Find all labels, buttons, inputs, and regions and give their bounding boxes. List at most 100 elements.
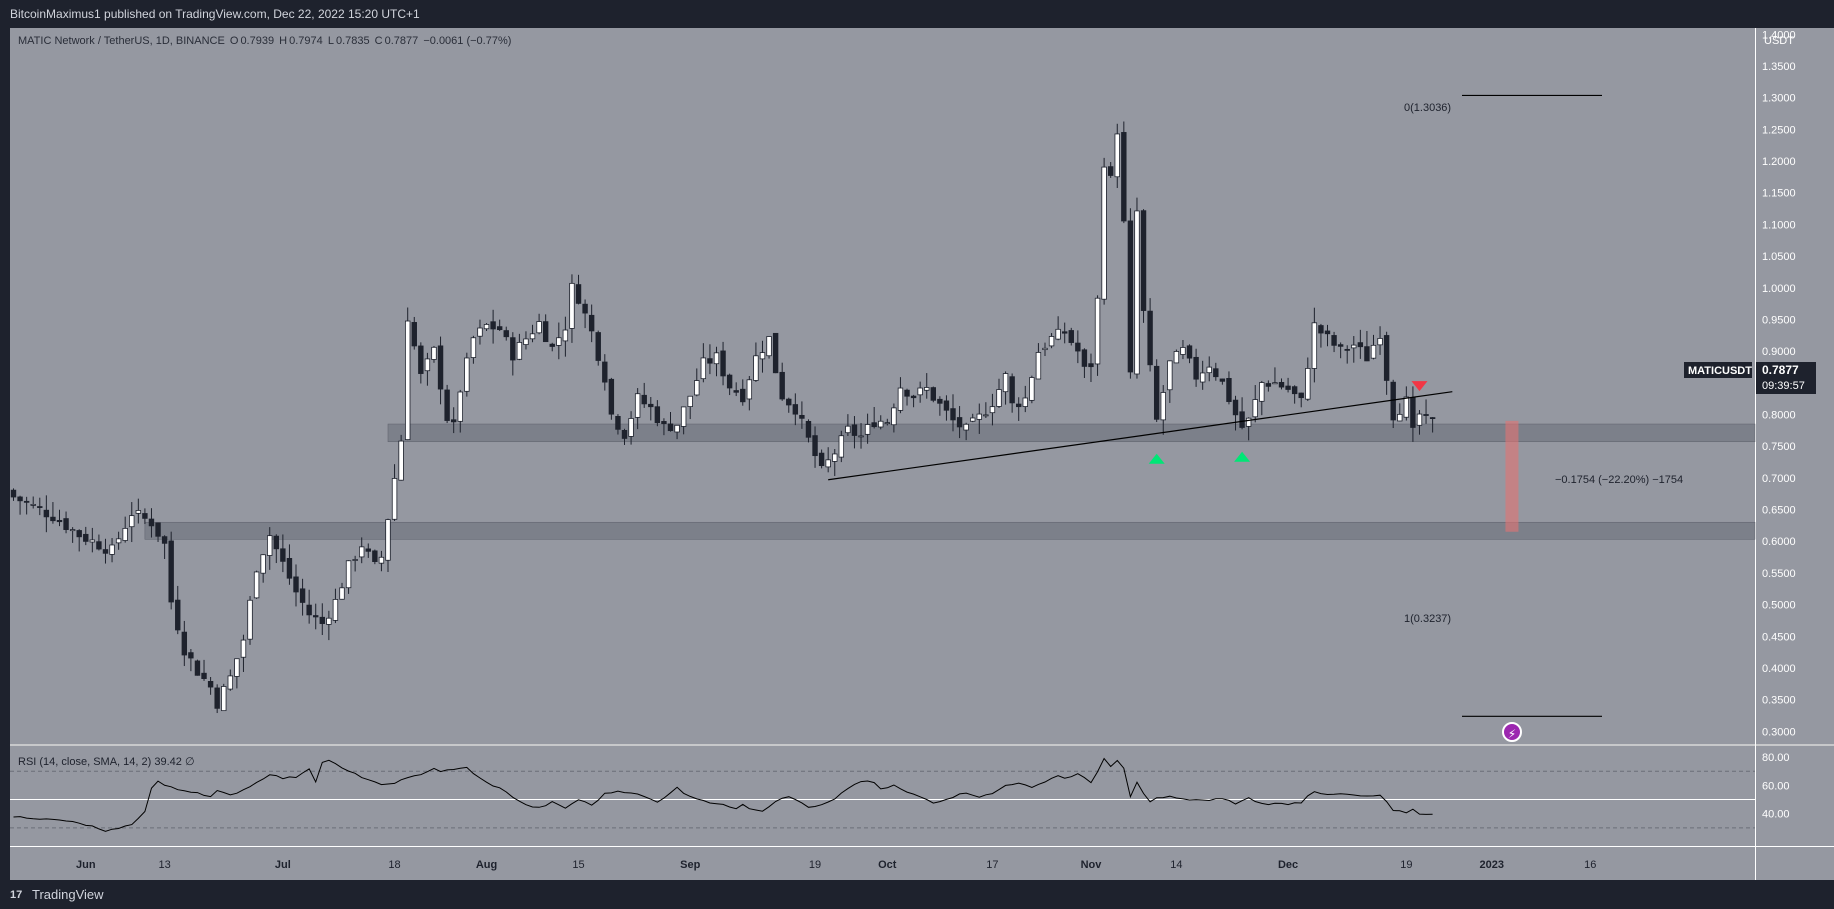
- lightning-icon[interactable]: ⚡: [1502, 722, 1522, 742]
- time-tick-label: 17: [986, 859, 998, 871]
- price-tick-label: 1.1500: [1762, 188, 1796, 200]
- candle-body: [1048, 336, 1055, 347]
- candle-body: [1009, 376, 1015, 404]
- support-trendline: [828, 391, 1453, 481]
- candle-body: [89, 539, 96, 543]
- price-tick-label: 0.6000: [1762, 536, 1796, 548]
- rsi-legend-value: 39.42: [154, 756, 182, 768]
- candle-body: [1081, 349, 1088, 367]
- rsi-tick-label: 80.00: [1762, 752, 1790, 764]
- chart-frame[interactable]: USDT 1.4000 1.3500 1.3000 1.2500 1.2000 1.150…: [10, 28, 1834, 880]
- candle-body: [1397, 413, 1403, 422]
- candle-body: [963, 423, 969, 431]
- time-axis-bg: [10, 846, 1755, 880]
- candle-body: [1318, 325, 1324, 334]
- candle-body: [1364, 346, 1370, 362]
- candle-body: [490, 321, 496, 330]
- fib-top-label: 0(1.3036): [1404, 102, 1451, 114]
- candle-body: [1035, 352, 1042, 380]
- candle-body: [1272, 382, 1278, 385]
- candle-body: [680, 406, 687, 427]
- candle-body: [477, 327, 483, 337]
- rsi-tick-label: 60.00: [1762, 780, 1790, 792]
- price-pane-bg: [10, 28, 1755, 744]
- candle-body: [109, 544, 115, 555]
- candle-body: [306, 604, 312, 616]
- candle-body: [924, 387, 930, 391]
- candle-body: [851, 424, 858, 436]
- candle-body: [1002, 373, 1009, 393]
- candle-body: [437, 345, 444, 390]
- candle-body: [818, 452, 825, 467]
- candle-body: [1173, 351, 1180, 364]
- candle-body: [700, 357, 707, 380]
- rsi-legend-text: RSI (14, close, SMA, 14, 2): [18, 756, 152, 768]
- time-tick-label: Jun: [76, 859, 96, 871]
- candles: [10, 121, 1436, 714]
- candle-body: [825, 459, 831, 468]
- candle-body: [313, 615, 319, 618]
- price-tick-label: 1.3500: [1762, 61, 1796, 73]
- candle-body: [1351, 344, 1357, 349]
- candle-body: [326, 617, 332, 625]
- candle-body: [1029, 377, 1035, 401]
- time-tick-label: 13: [158, 859, 170, 871]
- candle-body: [207, 681, 214, 688]
- candle-body: [240, 639, 247, 658]
- candle-body: [464, 357, 470, 392]
- candle-body: [135, 510, 142, 514]
- candle-body: [404, 320, 411, 441]
- time-tick-label: 16: [1584, 859, 1596, 871]
- candle-body: [516, 342, 523, 360]
- candle-body: [1416, 413, 1423, 426]
- candle-body: [431, 346, 437, 360]
- candle-body: [17, 496, 23, 502]
- candle-body: [1337, 344, 1344, 347]
- price-tick-label: 1.2500: [1762, 124, 1796, 136]
- candle-body: [1193, 356, 1199, 380]
- candle-body: [1377, 338, 1383, 346]
- price-tick-label: 1.4000: [1762, 29, 1796, 41]
- candle-body: [976, 413, 982, 420]
- candle-body: [1088, 363, 1094, 368]
- candle-body: [161, 536, 168, 544]
- candle-body: [1107, 166, 1114, 176]
- price-tick-label: 0.3000: [1762, 726, 1796, 738]
- candle-body: [1140, 210, 1147, 311]
- candle-body: [713, 352, 720, 365]
- chart-canvas[interactable]: USDT 1.4000 1.3500 1.3000 1.2500 1.2000 1.150…: [10, 28, 1834, 880]
- candle-body: [871, 422, 877, 428]
- price-tick-label: 1.3000: [1762, 93, 1796, 105]
- candle-body: [194, 660, 201, 676]
- time-tick-label: Dec: [1278, 859, 1298, 871]
- footer-bar: 17 TradingView: [0, 880, 1834, 909]
- candle-body: [247, 599, 253, 640]
- candle-body: [352, 559, 358, 561]
- candle-body: [1160, 392, 1166, 421]
- price-badge-symbol-bg: [1684, 362, 1752, 378]
- time-tick-label: 2023: [1480, 859, 1504, 871]
- candle-body: [168, 540, 174, 603]
- candle-body: [1147, 310, 1153, 366]
- candle-body: [1226, 377, 1232, 402]
- candle-body: [175, 599, 181, 631]
- candle-body: [424, 358, 431, 372]
- candle-body: [667, 423, 674, 432]
- price-tick-label: 0.4000: [1762, 663, 1796, 675]
- candle-body: [510, 337, 516, 361]
- candle-body: [56, 519, 63, 523]
- time-tick-label: Nov: [1081, 859, 1103, 871]
- rsi-legend: RSI (14, close, SMA, 14, 2) 39.42 ∅: [18, 755, 195, 768]
- candle-body: [786, 398, 792, 406]
- candle-body: [496, 326, 503, 331]
- candle-body: [76, 530, 82, 538]
- measure-label: −0.1754 (−22.20%) −1754: [1555, 474, 1683, 486]
- candle-body: [950, 408, 956, 421]
- candle-body: [1265, 383, 1272, 387]
- candle-body: [1259, 382, 1265, 402]
- measure-box: [1505, 420, 1519, 532]
- price-tick-label: 0.4500: [1762, 631, 1796, 643]
- candle-body: [1383, 335, 1390, 381]
- publisher-text: BitcoinMaximus1 published on TradingView…: [10, 7, 420, 21]
- candle-body: [1134, 210, 1140, 375]
